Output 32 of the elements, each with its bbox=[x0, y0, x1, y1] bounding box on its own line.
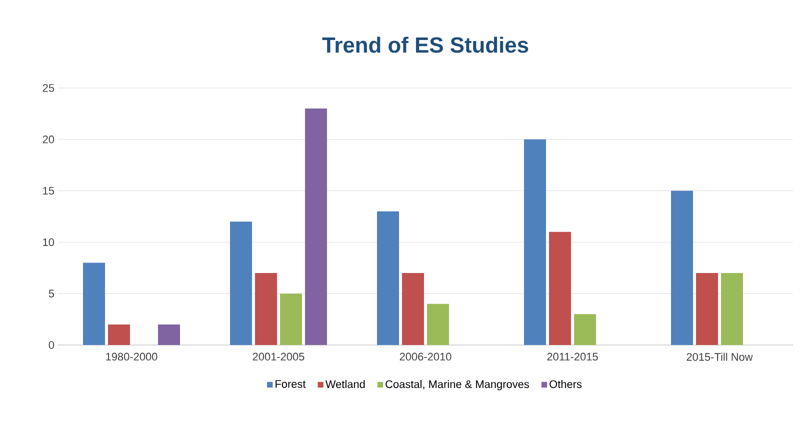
legend-label: Forest bbox=[276, 380, 306, 388]
bar bbox=[671, 190, 694, 345]
bar bbox=[305, 108, 328, 345]
bar bbox=[427, 304, 450, 345]
bar bbox=[377, 211, 400, 345]
bar bbox=[158, 324, 180, 345]
y-tick-label: 5 bbox=[48, 290, 54, 298]
bar bbox=[696, 273, 718, 345]
bar bbox=[108, 324, 130, 345]
x-tick-label: 2011-2015 bbox=[547, 352, 598, 361]
y-tick-label: 0 bbox=[48, 341, 54, 349]
y-tick-label: 10 bbox=[43, 238, 54, 246]
x-tick-label: 1980-2000 bbox=[106, 352, 158, 361]
bar bbox=[721, 273, 744, 345]
bar bbox=[280, 294, 302, 345]
bar bbox=[255, 273, 278, 345]
bar bbox=[574, 314, 596, 345]
y-tick-label: 20 bbox=[42, 136, 54, 144]
bar bbox=[524, 139, 546, 345]
y-tick-label: 15 bbox=[43, 186, 54, 195]
y-tick-label: 25 bbox=[42, 84, 54, 92]
x-tick-label: 2006-2010 bbox=[400, 352, 452, 361]
x-tick-label: 2015-Till Now bbox=[686, 352, 753, 361]
bar bbox=[230, 222, 252, 345]
bar bbox=[549, 232, 572, 345]
bar bbox=[83, 262, 105, 345]
legend-label: Others bbox=[550, 380, 582, 388]
x-tick-label: 2001-2005 bbox=[252, 352, 304, 361]
legend-label: Wetland bbox=[325, 380, 365, 388]
bar bbox=[402, 273, 424, 345]
chart-title: Trend of ES Studies bbox=[322, 36, 528, 53]
legend-label: Coastal, Marine & Mangroves bbox=[386, 380, 529, 390]
